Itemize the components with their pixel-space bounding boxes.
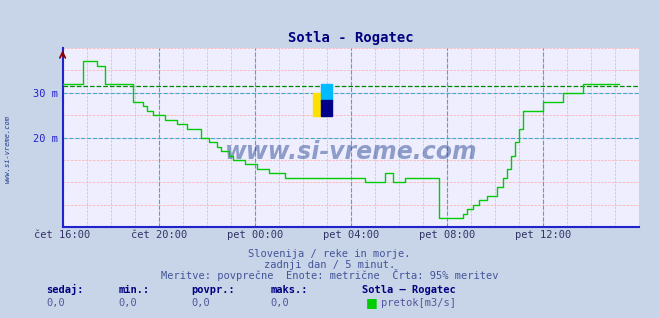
Text: povpr.:: povpr.: xyxy=(191,285,235,295)
Text: 0,0: 0,0 xyxy=(119,298,137,308)
Text: 0,0: 0,0 xyxy=(46,298,65,308)
Bar xyxy=(314,93,328,116)
Text: www.si-vreme.com: www.si-vreme.com xyxy=(225,140,477,164)
Text: www.si-vreme.com: www.si-vreme.com xyxy=(5,115,11,183)
Bar xyxy=(321,84,333,102)
Text: sedaj:: sedaj: xyxy=(46,284,84,295)
Text: zadnji dan / 5 minut.: zadnji dan / 5 minut. xyxy=(264,260,395,270)
Text: ■: ■ xyxy=(366,296,378,309)
Bar xyxy=(321,100,333,116)
Text: min.:: min.: xyxy=(119,285,150,295)
Title: Sotla - Rogatec: Sotla - Rogatec xyxy=(288,31,414,45)
Text: 0,0: 0,0 xyxy=(270,298,289,308)
Text: Slovenija / reke in morje.: Slovenija / reke in morje. xyxy=(248,249,411,259)
Text: pretok[m3/s]: pretok[m3/s] xyxy=(381,298,456,308)
Text: maks.:: maks.: xyxy=(270,285,308,295)
Text: Meritve: povprečne  Enote: metrične  Črta: 95% meritev: Meritve: povprečne Enote: metrične Črta:… xyxy=(161,269,498,280)
Text: Sotla – Rogatec: Sotla – Rogatec xyxy=(362,285,456,295)
Text: 0,0: 0,0 xyxy=(191,298,210,308)
